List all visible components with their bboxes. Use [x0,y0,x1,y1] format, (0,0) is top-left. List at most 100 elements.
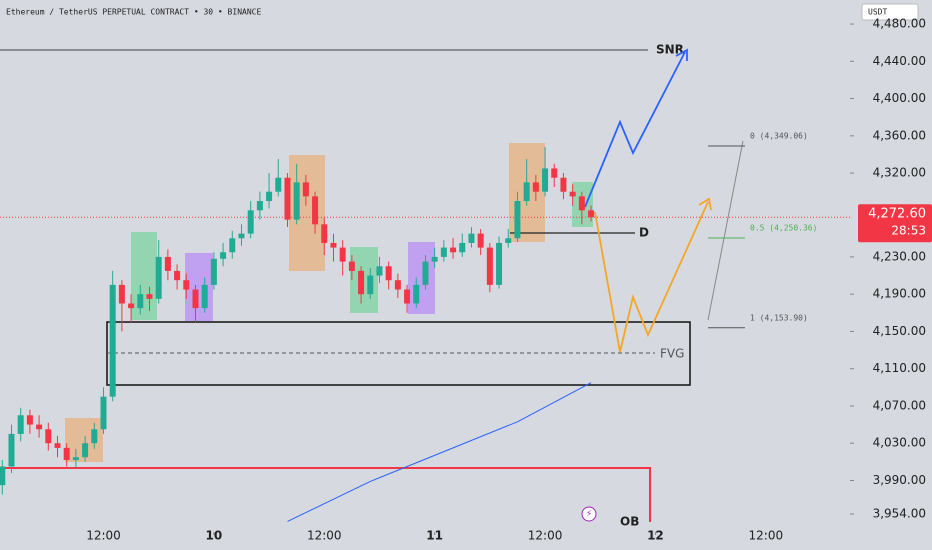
candle-body [137,294,144,309]
y-tick-label: 3,990.00 [873,473,926,487]
x-tick-label: 11 [426,529,443,543]
fib-diagonal [707,140,744,321]
y-tick-label: 4,320.00 [873,166,926,180]
projection-alt [594,201,709,353]
projection-up [584,51,686,208]
candle-body [247,210,254,234]
candle-body [63,447,70,460]
candle-body [514,201,521,239]
currency-box[interactable] [861,3,919,21]
event-icon[interactable] [581,506,597,522]
candle-body [8,433,15,467]
y-tick-label: 4,070.00 [873,398,926,412]
candle-body [404,289,411,304]
candle-body [440,247,447,257]
candle-body [174,270,181,281]
x-tick-label: 12 [647,529,664,543]
candle-body [486,247,493,285]
moving-average [287,382,592,522]
candle-body [128,303,135,309]
candle-body [284,177,291,220]
candle-body [45,429,52,444]
candle-body [569,191,576,197]
candle-body [367,275,374,295]
x-tick-label: 12:00 [749,529,784,543]
y-tick-label: 4,400.00 [873,91,926,105]
y-tick-label: 4,110.00 [873,361,926,375]
candle-body [532,182,539,192]
candle-body [312,196,319,225]
candle-body [523,182,530,202]
candle-body [505,238,512,243]
currency: USDT [868,8,887,17]
candle-body [118,284,125,304]
fib-label: 0 (4,349.06) [750,132,808,141]
candle-body [210,258,217,285]
countdown: 28:53 [891,224,926,238]
candle-body [339,247,346,262]
last-price-label: 4,272.60 [868,207,926,222]
fib-label: 0.5 (4,250.36) [750,223,817,232]
candle-body [358,270,365,295]
candle-body [155,256,162,299]
candle-body [394,280,401,290]
candle-body [72,457,79,460]
ob-line [0,467,651,522]
x-tick-label: 12:00 [528,529,563,543]
candle-body [588,210,595,218]
candle-body [578,196,585,211]
candle-body [302,182,309,197]
candle-body [91,429,98,444]
candle-body [54,443,61,448]
candle-body [238,233,245,239]
candle-body [293,182,300,220]
fvg-label: FVG [660,347,684,361]
candle-body [109,284,116,397]
candle-body [431,256,438,262]
last-price-tag [858,204,932,243]
zone [131,232,157,320]
candle-body [376,266,383,276]
x-tick-label: 12:00 [307,529,342,543]
event-icon-glyph: ⚡ [586,510,592,520]
candle-body [348,261,355,271]
candle-body [17,415,24,434]
candle-body [477,233,484,248]
candle-body [100,396,107,430]
candle-body [330,242,337,248]
y-tick-label: 4,440.00 [873,54,926,68]
candle-body [459,242,466,253]
candle-body [413,284,420,304]
candle-body [496,242,503,285]
y-tick-label: 4,150.00 [873,324,926,338]
x-tick-label: 12:00 [86,529,121,543]
candle-body [468,233,475,243]
arrowhead [698,197,712,211]
candle-body [201,284,208,309]
fib-label: 1 (4,153.90) [750,313,808,322]
candle-body [192,289,199,309]
candle-body [321,224,328,243]
candle-body [542,168,549,192]
candle-body [220,252,227,259]
candle-body [82,443,89,458]
y-tick-label: 4,360.00 [873,128,926,142]
candle-body [256,201,263,211]
d-label: D [639,226,649,240]
candle-body [146,294,153,299]
candle-body [450,247,457,253]
y-tick-label: 3,954.00 [873,507,926,521]
y-tick-label: 4,230.00 [873,249,926,263]
candle-body [26,415,33,425]
candle-body [385,266,392,281]
ob-label: OB [620,515,639,529]
candle-body [551,168,558,178]
y-tick-label: 4,190.00 [873,287,926,301]
arrowhead [675,48,688,61]
y-tick-label: 4,480.00 [873,17,926,31]
candle-body [183,280,190,290]
candle-body [266,191,273,202]
candle-body [0,466,6,486]
snr-label: SNR [656,43,684,57]
